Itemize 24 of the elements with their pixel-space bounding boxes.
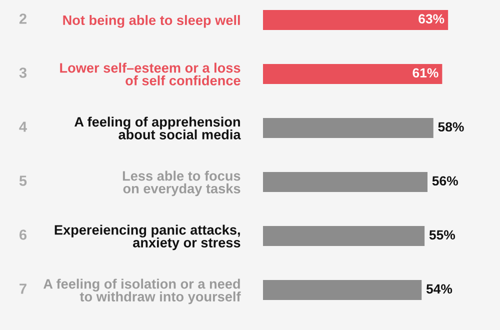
text: 5 (19, 176, 27, 186)
text: 2 (19, 14, 26, 24)
data-label: 61% (412, 68, 438, 78)
data-label: 54% (426, 284, 452, 294)
y-tick-label: A feeling of apprehension about social media (74, 116, 241, 140)
bar (263, 226, 425, 246)
data-label: 63% (418, 14, 444, 24)
data-label: 55% (429, 230, 456, 240)
bar (263, 172, 428, 192)
text: 7 (20, 284, 26, 294)
y-tick-label: Lower self–esteem or a loss of self confidence (60, 62, 240, 86)
text: 6 (19, 230, 27, 240)
data-label: 58% (438, 122, 464, 132)
bar (263, 10, 448, 30)
text: 3 (19, 68, 27, 78)
y-tick-label: A feeling of isolation or a need to withdraw into yourself (44, 278, 241, 304)
bar (263, 280, 422, 300)
text: 4 (19, 122, 27, 132)
y-tick-label: Less able to focus on everyday tasks (122, 170, 240, 196)
bar (263, 118, 434, 138)
bar (263, 64, 442, 84)
y-tick-label: Not being able to sleep well (63, 15, 240, 28)
data-label: 56% (432, 176, 458, 186)
y-tick-label: Expereiencing panic attacks, anxiety or stress (54, 224, 240, 250)
